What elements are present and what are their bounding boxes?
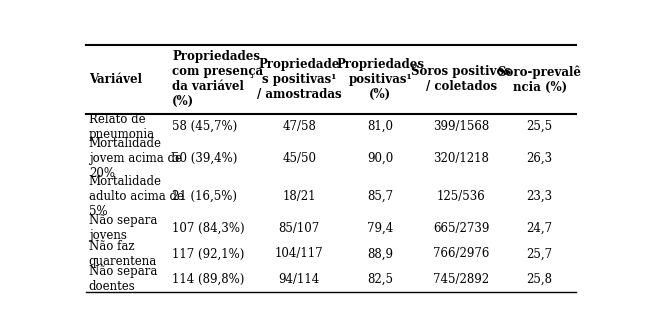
- Text: 85/107: 85/107: [278, 222, 320, 235]
- Text: 24,7: 24,7: [526, 222, 553, 235]
- Text: 25,5: 25,5: [526, 120, 553, 133]
- Text: 82,5: 82,5: [367, 273, 393, 286]
- Text: Mortalidade
jovem acima de
20%: Mortalidade jovem acima de 20%: [89, 137, 182, 180]
- Text: 766/2976: 766/2976: [433, 247, 489, 260]
- Text: Não faz
quarentena: Não faz quarentena: [89, 240, 157, 268]
- Text: 23,3: 23,3: [526, 190, 553, 203]
- Text: 117 (92,1%): 117 (92,1%): [172, 247, 244, 260]
- Text: 125/536: 125/536: [437, 190, 485, 203]
- Text: Variável: Variável: [89, 73, 141, 86]
- Text: 21 (16,5%): 21 (16,5%): [172, 190, 237, 203]
- Text: Não separa
jovens: Não separa jovens: [89, 214, 157, 243]
- Text: 45/50: 45/50: [282, 152, 316, 165]
- Text: 26,3: 26,3: [526, 152, 553, 165]
- Text: Soros positivos
/ coletados: Soros positivos / coletados: [411, 66, 511, 93]
- Text: Não separa
doentes: Não separa doentes: [89, 265, 157, 293]
- Text: 745/2892: 745/2892: [433, 273, 489, 286]
- Text: 25,7: 25,7: [526, 247, 553, 260]
- Text: 79,4: 79,4: [367, 222, 393, 235]
- Text: 47/58: 47/58: [282, 120, 316, 133]
- Text: 81,0: 81,0: [367, 120, 393, 133]
- Text: 18/21: 18/21: [282, 190, 316, 203]
- Text: 88,9: 88,9: [367, 247, 393, 260]
- Text: 107 (84,3%): 107 (84,3%): [172, 222, 245, 235]
- Text: 58 (45,7%): 58 (45,7%): [172, 120, 237, 133]
- Text: Mortalidade
adulto acima de
5%: Mortalidade adulto acima de 5%: [89, 175, 183, 218]
- Text: Soro-prevalê
ncia (%): Soro-prevalê ncia (%): [497, 65, 581, 94]
- Text: Propriedades
positivas¹
(%): Propriedades positivas¹ (%): [336, 58, 424, 101]
- Text: 665/2739: 665/2739: [433, 222, 489, 235]
- Text: Propriedade
s positivas¹
/ amostradas: Propriedade s positivas¹ / amostradas: [257, 58, 342, 101]
- Text: 85,7: 85,7: [367, 190, 393, 203]
- Text: 320/1218: 320/1218: [433, 152, 489, 165]
- Text: 104/117: 104/117: [275, 247, 324, 260]
- Text: Relato de
pneumonia: Relato de pneumonia: [89, 113, 155, 141]
- Text: 90,0: 90,0: [367, 152, 393, 165]
- Text: 50 (39,4%): 50 (39,4%): [172, 152, 238, 165]
- Text: 25,8: 25,8: [526, 273, 552, 286]
- Text: 399/1568: 399/1568: [433, 120, 489, 133]
- Text: 114 (89,8%): 114 (89,8%): [172, 273, 244, 286]
- Text: Propriedades
com presença
da variável
(%): Propriedades com presença da variável (%…: [172, 50, 263, 109]
- Text: 94/114: 94/114: [278, 273, 320, 286]
